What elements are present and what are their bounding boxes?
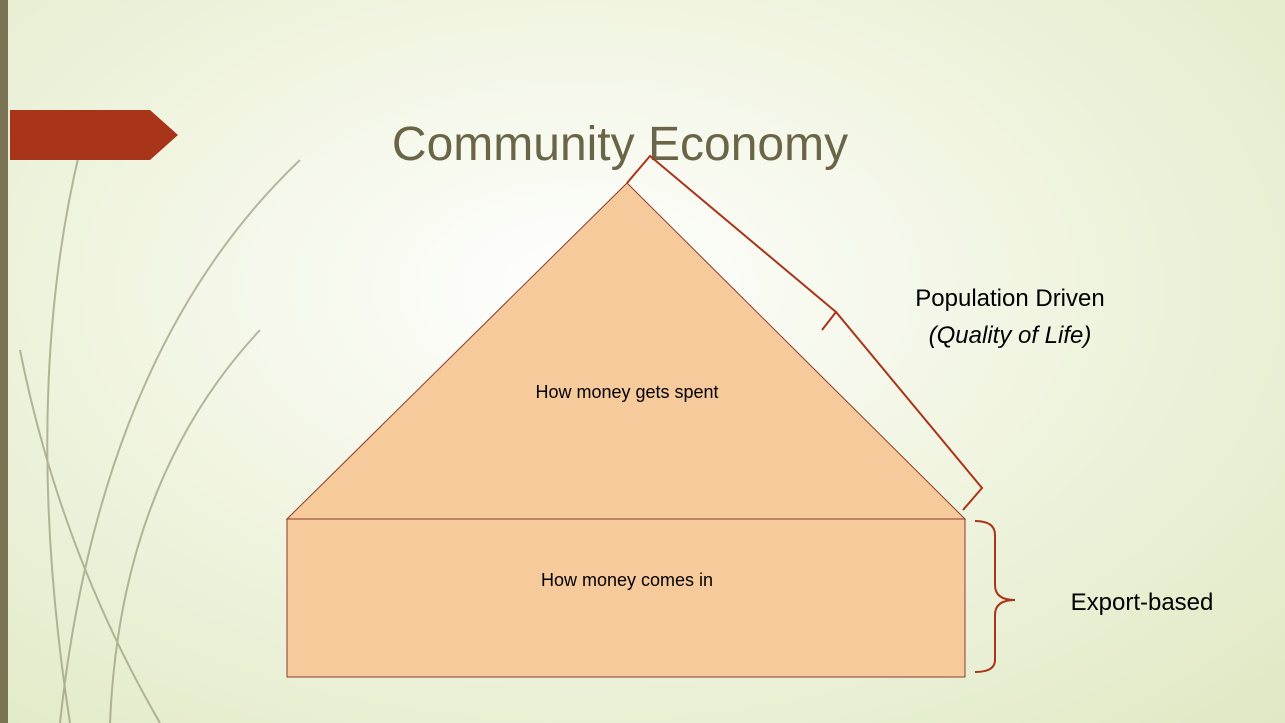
title-arrow [10, 110, 178, 160]
annotation: Export-based [1071, 589, 1214, 616]
brace [975, 521, 1015, 672]
annotation-sub: (Quality of Life) [929, 322, 1092, 349]
annotation: Population Driven [915, 285, 1104, 312]
diagram: Community Economy How money gets spent H… [0, 0, 1285, 723]
left-bar [0, 0, 8, 723]
node-label: How money gets spent [535, 382, 718, 402]
decor-curves [20, 150, 300, 723]
title: Community Economy [392, 118, 848, 171]
slide: Community Economy How money gets spent H… [0, 0, 1285, 723]
roof [287, 183, 965, 519]
base [287, 519, 965, 677]
node-label: How money comes in [541, 570, 713, 590]
